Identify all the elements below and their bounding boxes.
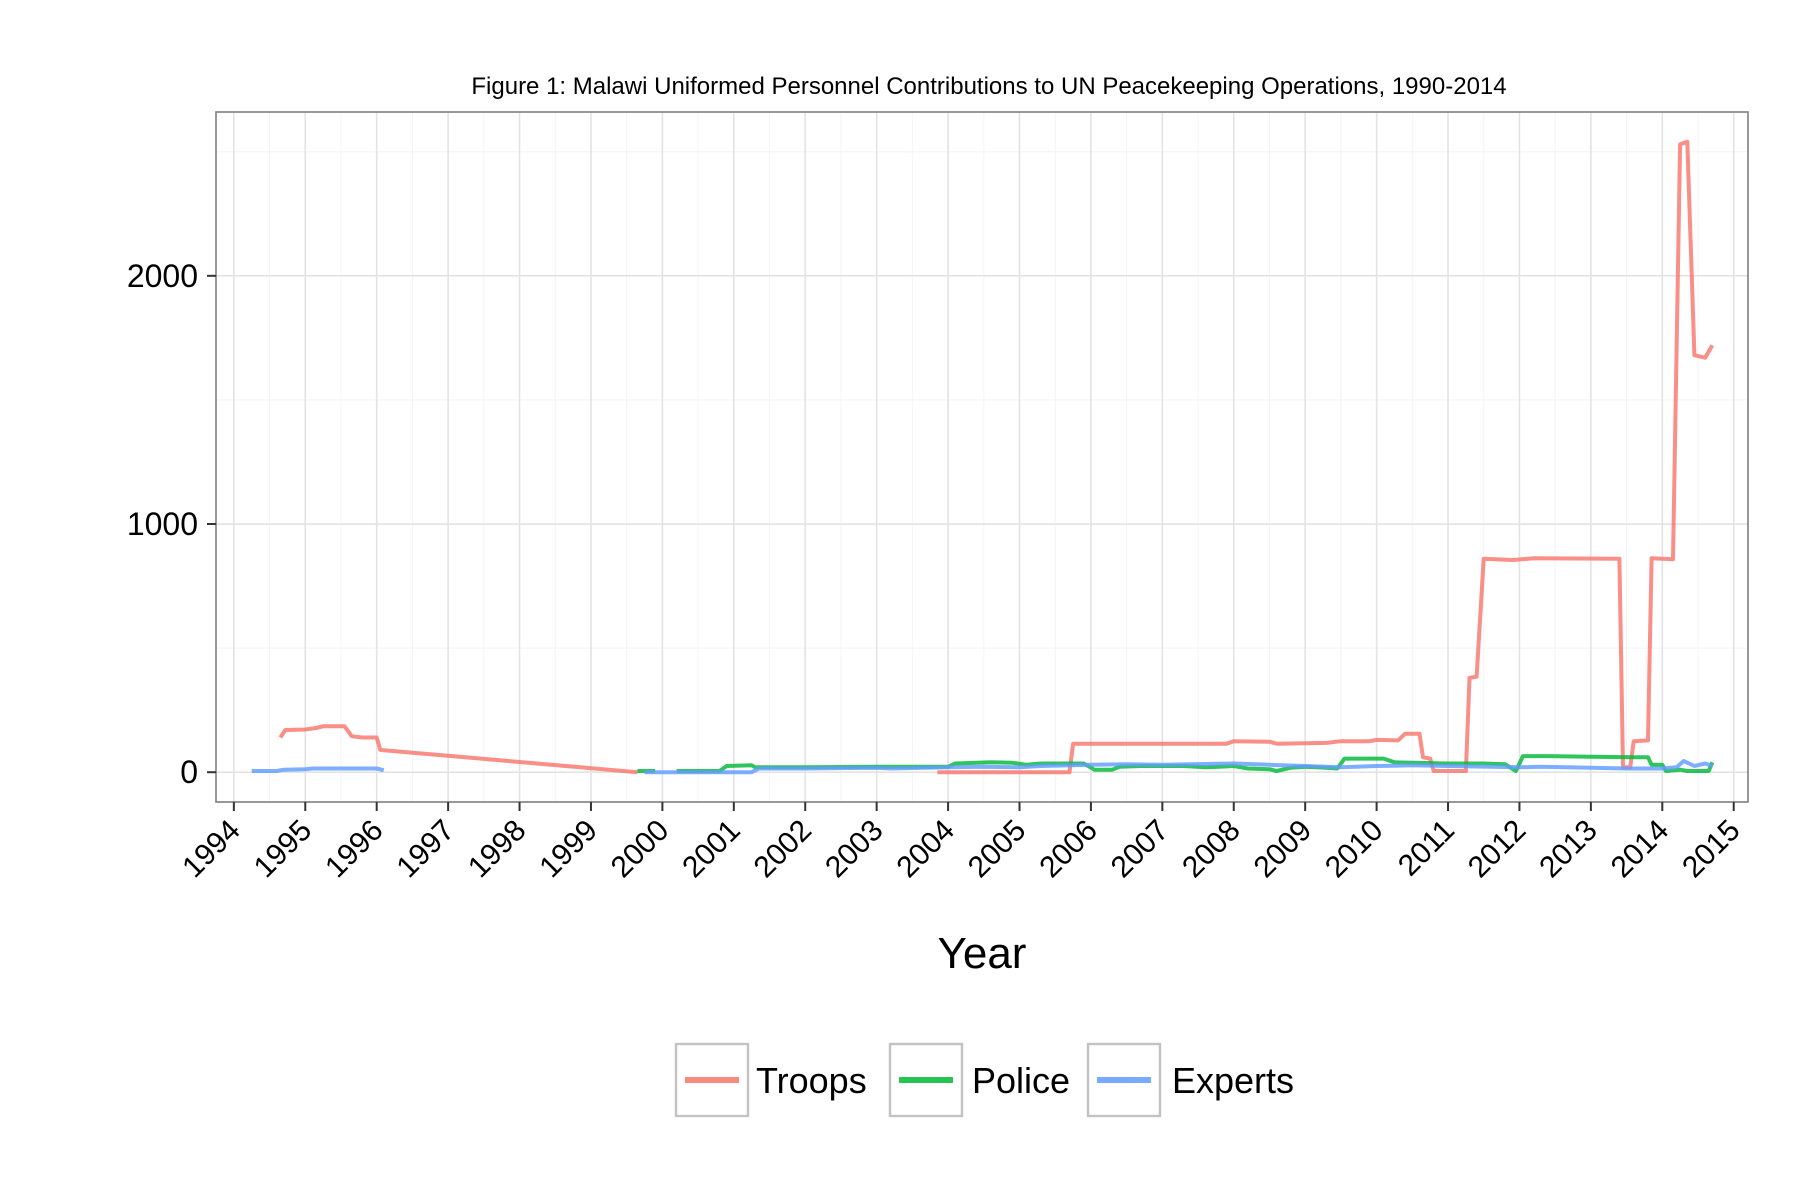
legend: Troops Police Experts: [674, 1042, 1294, 1118]
plot-panel: [215, 111, 1749, 803]
x-axis: 1994 1995 1996 1997 1998 1999 2000 2001 2002 2003…: [176, 802, 1747, 885]
x-tick-label: 1999: [533, 814, 604, 885]
series-line-police: [676, 754, 1715, 773]
x-tick-label: 2015: [1676, 814, 1747, 885]
x-tick-label: 2014: [1605, 814, 1676, 885]
x-tick-label: 1998: [462, 814, 533, 885]
x-axis-label: Year: [938, 929, 1027, 978]
x-tick-label: 2003: [819, 814, 890, 885]
x-tick-label: 2006: [1033, 814, 1104, 885]
x-tick-label: 2005: [962, 814, 1033, 885]
x-tick-label: 2010: [1319, 814, 1390, 885]
x-tick-label: 2000: [605, 814, 676, 885]
chart-title: Figure 1: Malawi Uniformed Personnel Con…: [471, 73, 1506, 100]
x-tick-label: 2001: [676, 814, 747, 885]
x-tick-label: 2008: [1176, 814, 1247, 885]
x-tick-label: 1994: [176, 814, 247, 885]
legend-label-experts: Experts: [1172, 1060, 1294, 1101]
series-line-experts: [644, 759, 1713, 775]
x-tick-label: 2009: [1248, 814, 1319, 885]
x-tick-label: 2002: [748, 814, 819, 885]
x-tick-label: 2011: [1392, 814, 1461, 883]
y-tick-label: 1000: [127, 506, 198, 542]
legend-label-police: Police: [972, 1060, 1070, 1101]
series-line-experts: [251, 766, 385, 773]
x-tick-label: 1995: [248, 814, 319, 885]
y-tick-label: 0: [180, 754, 198, 790]
series-line-troops: [937, 139, 1715, 775]
panel-background: [216, 112, 1748, 802]
y-tick-label: 2000: [127, 258, 198, 294]
x-tick-label: 1997: [391, 814, 462, 885]
x-tick-label: 2013: [1533, 814, 1604, 885]
x-tick-label: 1996: [319, 814, 390, 885]
x-tick-label: 2012: [1462, 814, 1533, 885]
panel-border: [215, 111, 1749, 803]
legend-label-troops: Troops: [756, 1060, 867, 1101]
x-tick-label: 2004: [890, 814, 961, 885]
x-tick-label: 2007: [1105, 814, 1176, 885]
y-axis: 0 1000 2000: [127, 258, 216, 790]
series-line-troops: [278, 724, 638, 775]
